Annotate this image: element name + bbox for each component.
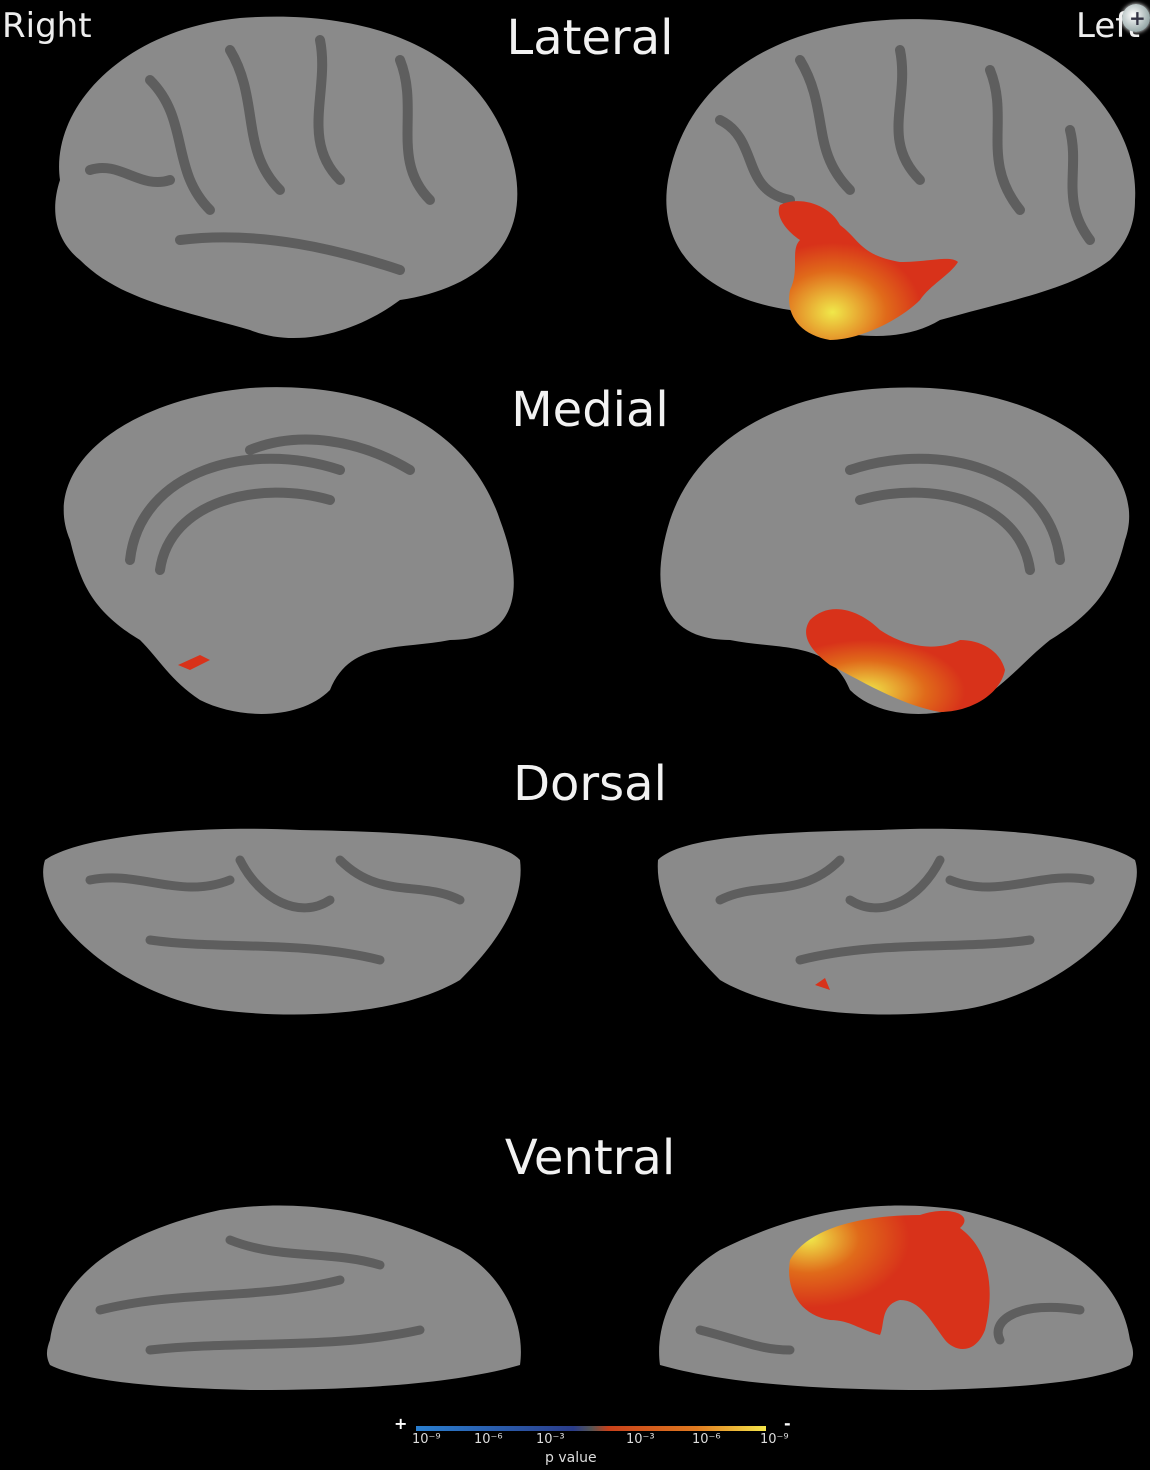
brain-dorsal-right: [43, 828, 521, 1015]
zoom-in-icon[interactable]: +: [1122, 4, 1150, 32]
brain-lateral-left: [666, 19, 1136, 340]
colorbar-tick: 10⁻⁹: [760, 1432, 789, 1447]
brain-medial-right: [63, 387, 514, 714]
colorbar-tick: 10⁻³: [536, 1432, 565, 1447]
colorbar-minus-sign: +: [394, 1414, 408, 1433]
view-title-medial: Medial: [511, 382, 669, 438]
colorbar-gradient: [416, 1426, 766, 1431]
right-hemisphere-label: Right: [2, 6, 92, 46]
colorbar-tick: 10⁻⁹: [412, 1432, 441, 1447]
brain-ventral-right: [46, 1205, 521, 1390]
brain-surface-figure: [43, 16, 1137, 1390]
colorbar-tick: 10⁻⁶: [474, 1432, 503, 1447]
brain-lateral-right: [55, 16, 518, 339]
brain-dorsal-left: [657, 828, 1137, 1015]
view-title-lateral: Lateral: [506, 10, 674, 66]
colorbar-tick: 10⁻³: [626, 1432, 655, 1447]
view-title-dorsal: Dorsal: [513, 756, 667, 812]
brain-ventral-left: [659, 1205, 1134, 1390]
colorbar-label: p value: [545, 1450, 597, 1466]
view-title-ventral: Ventral: [504, 1130, 676, 1186]
colorbar-tick: 10⁻⁶: [692, 1432, 721, 1447]
p-value-colorbar: + - 10⁻⁹ 10⁻⁶ 10⁻³ 10⁻³ 10⁻⁶ 10⁻⁹ p valu…: [390, 1414, 810, 1470]
colorbar-plus-sign: -: [784, 1414, 791, 1433]
brain-medial-left: [660, 387, 1130, 714]
